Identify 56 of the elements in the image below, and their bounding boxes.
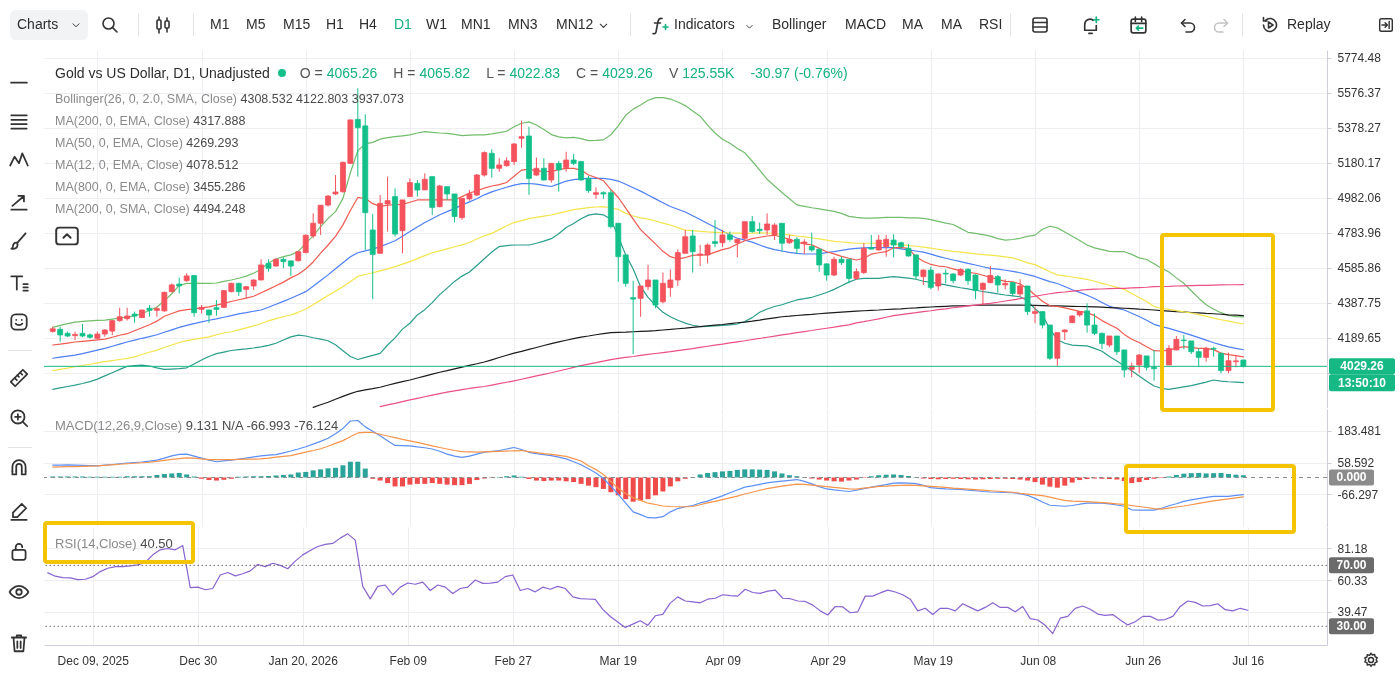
text: MA (902, 16, 923, 33)
text: MA (941, 16, 962, 33)
ref-line-label: 0.000 (1336, 470, 1367, 484)
text: H1 (326, 16, 344, 33)
text: MACD (845, 16, 887, 33)
annotation: RSI(14,Close) 40.50 (55, 536, 173, 551)
y-tick-label: 58.592 (1337, 455, 1375, 470)
y-tick-label: 5378.27 (1337, 121, 1382, 136)
text: O = 4065.26 H = 4065.82 L = 4022.83 C = 4029.26 V 125.55K -30.97 (-0.76%) (299, 65, 848, 81)
ref-line-label: 70.00 (1336, 558, 1367, 573)
annotation: MA(50, 0, EMA, Close) 4269.293 (55, 136, 239, 150)
y-tick-label: 5180.17 (1337, 156, 1382, 171)
y-tick-label: 4189.65 (1337, 331, 1382, 346)
y-tick-label: 39.47 (1337, 605, 1368, 620)
text: W1 (426, 16, 447, 33)
annotation: MA(200, 0, EMA, Close) 4317.888 (55, 114, 246, 128)
y-tick-label: 4387.75 (1337, 296, 1382, 311)
y-tick-label: -66.297 (1337, 487, 1379, 502)
y-tick-label: 4982.06 (1337, 191, 1382, 206)
annotation: MACD(12,26,9,Close) 9.131 N/A -66.993 -76.124 (55, 417, 339, 433)
x-tick-label: Feb 27 (494, 653, 533, 668)
text: D1 (394, 16, 412, 33)
y-tick-label: 183.481 (1337, 423, 1382, 438)
text: M5 (246, 16, 266, 33)
x-tick-label: Jul 16 (1232, 653, 1265, 668)
text: Replay (1287, 16, 1331, 33)
text: Charts (17, 16, 59, 33)
x-tick-label: Dec 30 (179, 653, 218, 668)
text: MN1 (461, 16, 491, 33)
text: RSI (979, 16, 1003, 33)
y-tick-label: 81.18 (1337, 541, 1368, 556)
text: Indicators (674, 16, 735, 33)
text: Bollinger (772, 16, 827, 33)
text: 13:50:10 (1337, 375, 1387, 390)
text: M15 (283, 16, 311, 33)
x-tick-label: Jun 26 (1125, 653, 1162, 668)
x-tick-label: Jan 20, 2026 (268, 653, 339, 668)
y-tick-label: 4783.96 (1337, 226, 1382, 241)
text: Gold vs US Dollar, D1, Unadjusted (55, 65, 270, 81)
y-tick-label: 5774.48 (1337, 51, 1382, 66)
annotation: MA(800, 0, EMA, Close) 3455.286 (55, 180, 246, 194)
text: M1 (210, 16, 230, 33)
annotation: MA(200, 0, SMA, Close) 4494.248 (55, 202, 246, 216)
ref-line-label: 30.00 (1336, 619, 1367, 634)
text: H4 (359, 16, 377, 33)
x-tick-label: Feb 09 (389, 653, 428, 668)
y-tick-label: 60.33 (1337, 573, 1368, 588)
ref-line-label: 4029.26 (1340, 359, 1385, 374)
x-tick-label: Mar 19 (599, 653, 638, 668)
x-tick-label: Dec 09, 2025 (57, 653, 130, 668)
annotation: MA(12, 0, EMA, Close) 4078.512 (55, 158, 239, 172)
x-tick-label: Jun 08 (1020, 653, 1057, 668)
y-tick-label: 5576.37 (1337, 86, 1382, 101)
y-tick-label: 4585.86 (1337, 261, 1382, 276)
text: MN12 (556, 16, 594, 33)
text: MN3 (508, 16, 538, 33)
